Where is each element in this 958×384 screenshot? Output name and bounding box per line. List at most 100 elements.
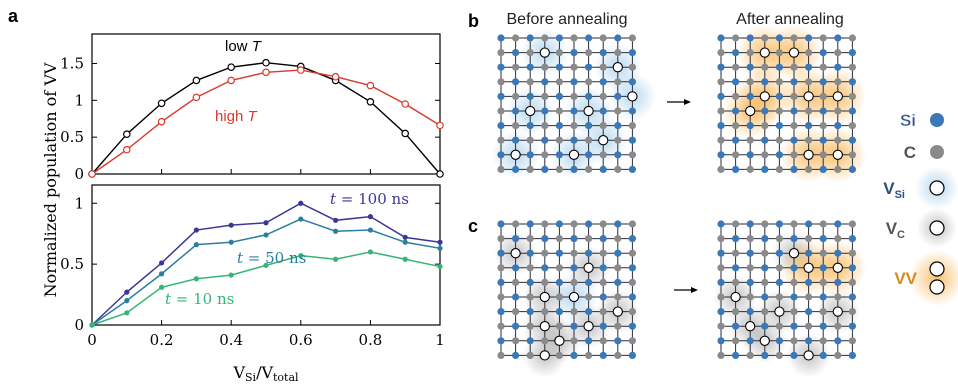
c-atom — [746, 351, 754, 359]
c-atom — [541, 34, 549, 42]
t10-var: t — [165, 290, 172, 308]
series-point — [193, 227, 199, 233]
series-point — [192, 76, 201, 85]
si-atom — [819, 165, 827, 173]
si-atom — [819, 264, 827, 272]
c-atom — [761, 308, 769, 316]
c-atom — [511, 122, 520, 130]
si-atom — [585, 249, 593, 257]
si-atom — [746, 278, 754, 286]
c-atom — [497, 78, 505, 86]
t100-var: t — [330, 190, 337, 208]
vacancy — [627, 91, 638, 102]
c-atom — [775, 322, 784, 330]
vacancy — [730, 291, 741, 303]
plot-bottom: 00.51 0 0.2 0.4 0.6 0.8 1 t = 100 ns t = 50 n… — [60, 184, 445, 349]
si-atom — [790, 78, 798, 86]
si-atom — [555, 151, 564, 159]
series-point — [159, 260, 165, 266]
vacancy — [832, 306, 843, 317]
si-atom — [848, 165, 857, 173]
c-atom — [761, 122, 769, 130]
c-atom — [819, 34, 827, 42]
si-atom — [834, 122, 842, 130]
t50-label: t = 50 ns — [237, 249, 306, 267]
si-atom — [541, 78, 549, 86]
c-atom — [775, 49, 784, 57]
si-atom — [628, 293, 637, 301]
c-atom — [761, 151, 769, 159]
si-atom — [526, 220, 534, 228]
c-atom — [555, 293, 564, 301]
series-point — [228, 222, 234, 228]
series-point — [437, 239, 443, 245]
vacancy — [539, 350, 550, 361]
si-atom — [570, 235, 578, 243]
bottom-y-ticks: 00.51 — [60, 194, 440, 334]
c-atom — [497, 235, 505, 243]
vacancy — [612, 62, 623, 73]
high-t-label: high T — [215, 108, 259, 125]
c-atom — [599, 92, 607, 100]
series-point — [367, 214, 373, 220]
c-atom — [497, 351, 505, 359]
si-atom — [775, 278, 784, 286]
panel-letter-c: c — [468, 216, 478, 236]
legend-vv-glow — [909, 250, 958, 306]
c-atom — [570, 308, 578, 316]
si-atom — [848, 107, 857, 115]
c-atom — [511, 92, 520, 100]
c-atom — [628, 278, 637, 286]
c-atom — [628, 34, 637, 42]
vacancy — [788, 47, 800, 58]
series-point — [159, 271, 165, 277]
c-atom — [628, 308, 637, 316]
series-point — [296, 66, 305, 74]
si-atom — [819, 78, 827, 86]
c-atom — [585, 293, 593, 301]
plot-top: 0 0.5 1 1.5 low T high T — [60, 33, 444, 183]
c-atom — [848, 151, 857, 159]
si-atom — [555, 122, 564, 130]
si-atom — [819, 322, 827, 330]
legend-si-label: Si — [900, 111, 916, 130]
c-atom — [555, 136, 564, 144]
bottom-y-tick-label: 0 — [74, 316, 84, 334]
c-atom — [805, 165, 813, 173]
c-atom — [497, 293, 505, 301]
c-atom — [555, 165, 564, 173]
legend-vsi-sub: Si — [895, 189, 905, 201]
si-atom — [746, 220, 754, 228]
si-atom — [555, 63, 564, 71]
c-atom — [585, 136, 593, 144]
si-atom — [848, 351, 857, 359]
si-atom — [511, 293, 520, 301]
c-atom — [732, 308, 740, 316]
si-atom — [599, 165, 607, 173]
c-atom — [526, 165, 534, 173]
c-atom — [541, 92, 549, 100]
si-atom — [555, 220, 564, 228]
c-atom — [834, 78, 842, 86]
si-atom — [775, 151, 784, 159]
c-atom — [614, 78, 622, 86]
si-atom — [599, 235, 607, 243]
vacancy — [759, 91, 770, 102]
si-atom — [555, 249, 564, 257]
series-point — [366, 81, 375, 90]
c-atom — [848, 278, 857, 286]
vacancy — [745, 321, 756, 332]
c-atom — [526, 235, 534, 243]
si-atom — [775, 92, 784, 100]
c-atom — [834, 322, 842, 330]
c-atom — [805, 322, 813, 330]
lattice-c-before — [493, 220, 640, 378]
vacancy — [583, 321, 594, 332]
series-point — [367, 249, 373, 255]
si-atom — [790, 136, 798, 144]
si-atom — [614, 34, 622, 42]
c-atom — [555, 264, 564, 272]
si-atom — [585, 92, 593, 100]
si-atom — [628, 49, 637, 57]
c-atom — [541, 151, 549, 159]
